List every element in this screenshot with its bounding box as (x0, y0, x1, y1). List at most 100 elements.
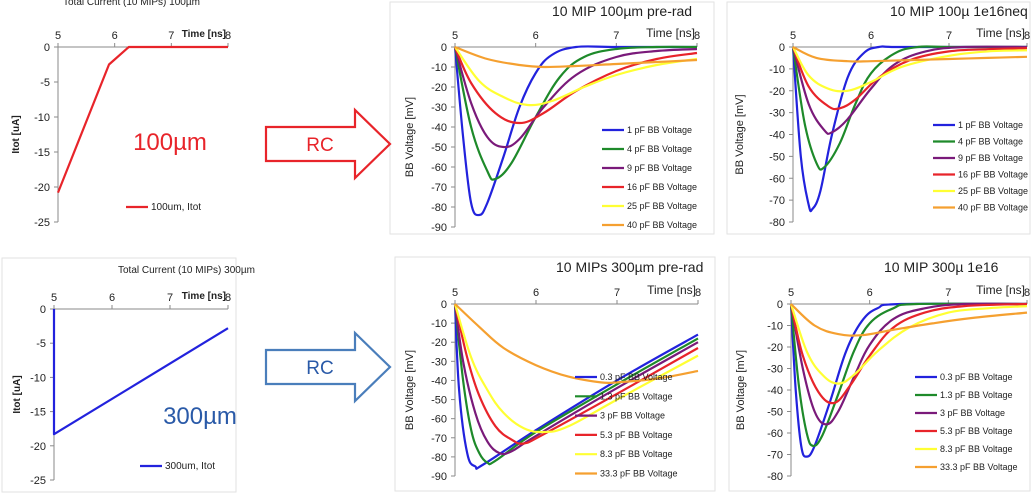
series-line (792, 46, 1028, 63)
y-axis-label: BB Voltage [mV] (735, 350, 747, 430)
y-tick-label: -30 (431, 102, 447, 114)
panel-border-c4 (1, 257, 237, 493)
series-line (791, 46, 1028, 111)
series-line (454, 303, 699, 385)
panel-border-c6 (728, 256, 1031, 492)
series-line (52, 309, 229, 436)
y-tick-label: -10 (34, 112, 50, 124)
chart-c3: 10 MIP 100µ 1e16neq 0 -10 -20 -30 -40 -50 -60 -7… (734, 3, 1030, 229)
chart-c6: 10 MIP 300µ 1e16 0 -10 -20 -30 -40 -50 -60 -70 -8… (735, 259, 1030, 483)
series-line (790, 303, 1028, 337)
y-tick-label: -70 (431, 433, 447, 445)
y-axis-label: BB Voltage [mV] (404, 350, 416, 430)
panel-border-c3 (726, 1, 1031, 235)
series-line (454, 45, 698, 69)
x-tick-label: 5 (55, 30, 61, 42)
y-tick-label: -40 (431, 122, 447, 134)
legend-label: 25 pF BB Voltage (958, 186, 1028, 196)
legend-label: 8.3 pF BB Voltage (940, 444, 1013, 454)
legend-label: 5.3 pF BB Voltage (940, 426, 1013, 436)
legend-label: 40 pF BB Voltage (627, 220, 697, 230)
y-tick-label: -10 (767, 321, 783, 333)
series-line (789, 302, 1028, 448)
x-tick-label: 6 (867, 287, 873, 299)
panel-border-c2 (389, 1, 715, 235)
y-tick-label: -30 (769, 108, 785, 120)
x-axis-label: Time [ns] (976, 26, 1025, 40)
y-tick-label: -40 (767, 385, 783, 397)
legend-label: 16 pF BB Voltage (627, 182, 697, 192)
series-line (791, 45, 1027, 213)
chart-c4: Total Current (10 MIPs) 300µm 0 -5 -10 -15 -2… (12, 265, 255, 487)
legend-label: 1 pF BB Voltage (958, 120, 1023, 130)
series-line (792, 46, 1028, 93)
y-tick-label: -10 (30, 372, 46, 384)
x-tick-label: 5 (51, 292, 57, 304)
y-tick-label: -70 (769, 195, 785, 207)
y-tick-label: 0 (441, 299, 447, 311)
series-line (453, 303, 699, 445)
legend-label: 300um, Itot (165, 461, 215, 472)
y-tick-label: -80 (431, 202, 447, 214)
y-tick-label: -50 (767, 407, 783, 419)
x-tick-label: 7 (614, 287, 620, 299)
x-tick-label: 8 (225, 30, 231, 42)
y-tick-label: -10 (431, 318, 447, 330)
y-tick-label: -10 (431, 62, 447, 74)
x-tick-label: 7 (946, 30, 952, 42)
y-tick-label: -20 (431, 337, 447, 349)
y-tick-label: -15 (30, 407, 46, 419)
y-tick-label: -50 (431, 142, 447, 154)
y-tick-label: -20 (34, 182, 50, 194)
y-tick-label: -60 (431, 414, 447, 426)
y-tick-label: -10 (769, 64, 785, 76)
y-tick-label: -70 (431, 182, 447, 194)
legend-label: 4 pF BB Voltage (958, 137, 1023, 147)
x-tick-label: 5 (452, 30, 458, 42)
x-tick-label: 6 (868, 30, 874, 42)
chart-c5: 10 MIPs 300µm pre-rad 0 -10 -20 -30 -40 -50 -60… (404, 259, 703, 483)
thickness-label-300: 300µm (163, 403, 237, 430)
x-tick-label: 6 (533, 30, 539, 42)
y-tick-label: -60 (767, 428, 783, 440)
x-axis-label: Time [ns] (182, 29, 226, 40)
y-tick-label: -5 (40, 77, 50, 89)
legend-label: 8.3 pF BB Voltage (600, 449, 673, 459)
x-axis-label: Time [ns] (647, 283, 696, 297)
x-tick-label: 7 (945, 287, 951, 299)
y-tick-label: -30 (767, 364, 783, 376)
legend-label: 16 pF BB Voltage (958, 170, 1028, 180)
y-tick-label: -40 (769, 130, 785, 142)
y-tick-label: -20 (431, 82, 447, 94)
legend-label: 5.3 pF BB Voltage (600, 430, 673, 440)
y-tick-label: -50 (431, 395, 447, 407)
y-tick-label: -90 (431, 471, 447, 483)
y-tick-label: 0 (44, 42, 50, 54)
legend-label: 40 pF BB Voltage (958, 203, 1028, 213)
series-line (453, 303, 699, 466)
legend-label: 33.3 pF BB Voltage (940, 462, 1018, 472)
y-tick-label: -40 (431, 375, 447, 387)
legend-label: 0.3 pF BB Voltage (940, 372, 1013, 382)
legend-label: 9 pF BB Voltage (627, 163, 692, 173)
y-tick-label: -20 (767, 342, 783, 354)
x-axis-label: Time [ns] (976, 283, 1025, 297)
legend-label: 4 pF BB Voltage (627, 144, 692, 154)
y-tick-label: -30 (431, 356, 447, 368)
x-tick-label: 6 (109, 292, 115, 304)
x-tick-label: 8 (1024, 30, 1030, 42)
y-tick-label: -60 (431, 162, 447, 174)
series-line (453, 46, 698, 125)
x-tick-label: 8 (694, 30, 700, 42)
legend-label: 0.3 pF BB Voltage (600, 372, 673, 382)
x-axis-label: Time [ns] (646, 26, 695, 40)
series-line (453, 303, 699, 434)
thickness-label-100: 100µm (133, 129, 207, 156)
y-tick-label: 0 (777, 299, 783, 311)
chart-c2: 10 MIP 100µm pre-rad 0 -10 -20 -30 -40 -50 -60 -… (404, 3, 700, 234)
x-tick-label: 8 (1024, 287, 1030, 299)
chart-title: 10 MIP 100µm pre-rad (552, 3, 692, 19)
series-line (789, 302, 1028, 458)
rc-label-bottom: RC (306, 358, 333, 379)
